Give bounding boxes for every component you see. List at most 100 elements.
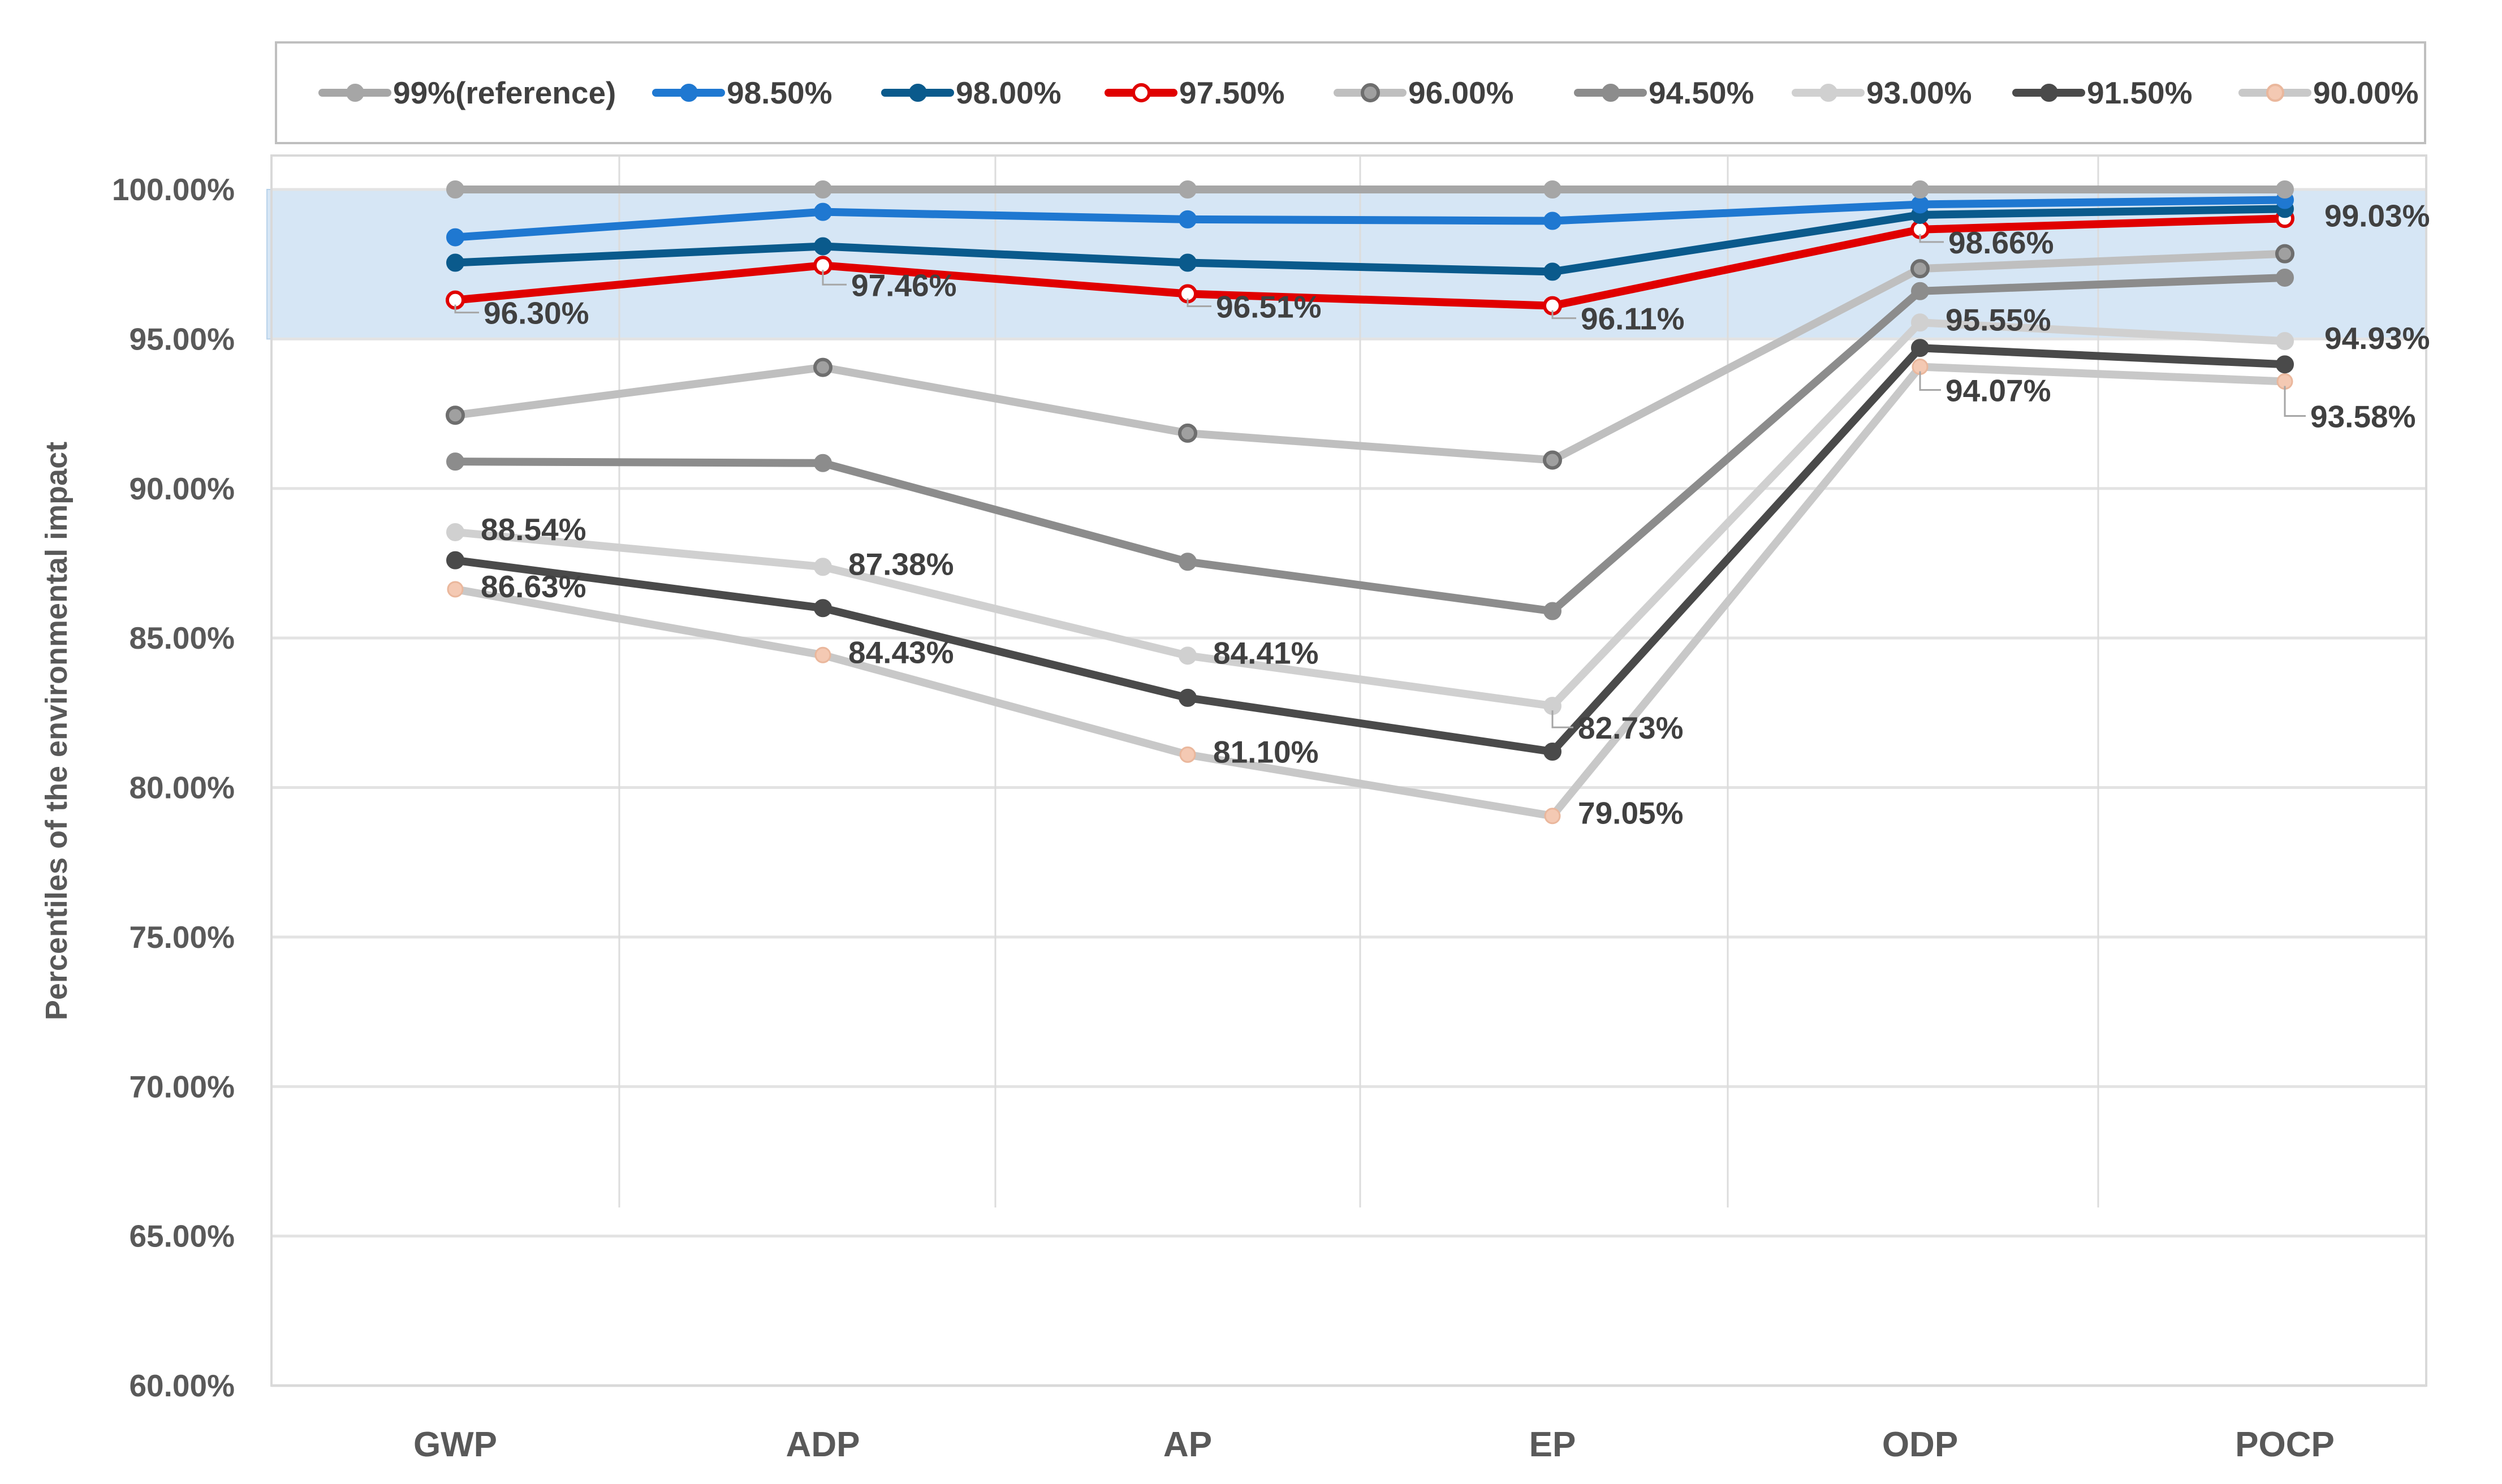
point-94-50-adp: [814, 454, 832, 472]
point-93-00-odp: [1911, 313, 1929, 332]
data-label-97-50-pocp: 99.03%: [2324, 198, 2430, 233]
y-tick-label-95-00: 95.00%: [129, 321, 235, 356]
leader-93-00-ep: [1551, 710, 1573, 728]
point-98-00-adp: [814, 237, 832, 256]
point-91-50-ap: [1179, 688, 1197, 707]
point-94-50-ap: [1179, 553, 1197, 571]
data-label-93-00-gwp: 88.54%: [481, 512, 586, 547]
point-96-00-odp: [1910, 259, 1930, 279]
point-93-00-adp: [814, 558, 832, 576]
legend-label-93-00: 93.00%: [1866, 75, 1972, 110]
series-line-90-00: [451, 363, 2289, 820]
legend-swatch-marker-98-50: [680, 84, 698, 102]
legend-item-91-50: 91.50%: [2012, 75, 2193, 110]
legend-swatch-marker-94-50: [1602, 84, 1620, 102]
data-label-90-00-adp: 84.43%: [848, 635, 954, 670]
x-tick-label-adp: ADP: [786, 1425, 860, 1464]
data-label-97-50-ap: 96.51%: [1216, 290, 1322, 325]
legend-item-98-50: 98.50%: [652, 75, 832, 110]
legend-label-97-50: 97.50%: [1179, 75, 1285, 110]
y-tick-label-80-00: 80.00%: [129, 770, 235, 805]
point-91-50-gwp: [446, 551, 464, 570]
point-98-50-odp: [1911, 195, 1929, 214]
legend-swatch-marker-96-00: [1361, 83, 1380, 102]
legend-swatch-marker-93-00: [1819, 84, 1837, 102]
series-98-00: [446, 200, 2294, 281]
y-tick-label-75-00: 75.00%: [129, 920, 235, 955]
legend-item-99-reference: 99%(reference): [318, 75, 616, 110]
series-96-00: [446, 244, 2294, 470]
leader-97-50-adp: [822, 270, 847, 286]
axes: 60.00% 65.00% 70.00% 75.00% 80.00% 85.00% 90.0…: [40, 154, 2427, 1464]
x-tick-label-ap: AP: [1163, 1425, 1212, 1464]
legend-item-97-50: 97.50%: [1105, 75, 1285, 110]
legend-label-96-00: 96.00%: [1408, 75, 1514, 110]
series-line-91-50: [451, 344, 2289, 756]
point-99-reference-adp: [814, 180, 832, 199]
legend-swatch-marker-98-00: [909, 84, 927, 102]
point-99-reference-pocp: [2276, 180, 2294, 199]
point-94-50-gwp: [446, 452, 464, 471]
point-98-00-gwp: [446, 253, 464, 272]
leader-97-50-odp: [1919, 234, 1944, 243]
data-label-90-00-ap: 81.10%: [1213, 734, 1319, 769]
point-96-00-adp: [813, 357, 832, 377]
legend-swatch-marker-99-reference: [346, 84, 364, 102]
point-98-50-ep: [1543, 212, 1561, 230]
x-tick-label-odp: ODP: [1882, 1425, 1958, 1464]
legend: 99%(reference) 98.50% 98.00% 97.50% 96.00% 94…: [275, 41, 2426, 144]
legend-item-90-00: 90.00%: [2238, 75, 2419, 110]
x-tick-label-pocp: POCP: [2235, 1425, 2335, 1464]
legend-item-96-00: 96.00%: [1334, 75, 1514, 110]
series-line-97-50: [451, 214, 2289, 310]
data-label-90-00-ep: 79.05%: [1578, 796, 1684, 831]
series-line-93-00: [451, 318, 2289, 710]
point-96-00-pocp: [2275, 244, 2294, 264]
point-93-00-gwp: [446, 523, 464, 541]
series-line-98-00: [451, 205, 2289, 276]
y-tick-label-90-00: 90.00%: [129, 471, 235, 506]
point-91-50-pocp: [2276, 355, 2294, 374]
legend-label-98-00: 98.00%: [956, 75, 1062, 110]
leader-90-00-odp: [1919, 371, 1941, 391]
legend-swatch-marker-97-50: [1132, 83, 1151, 102]
data-label-90-00-odp: 94.07%: [1945, 373, 2051, 408]
x-tick-label-ep: EP: [1529, 1425, 1576, 1464]
data-label-93-00-pocp: 94.93%: [2324, 321, 2430, 356]
series-90-00: [447, 359, 2293, 825]
data-label-90-00-gwp: 86.63%: [481, 569, 586, 604]
data-label-97-50-odp: 98.66%: [1948, 225, 2054, 260]
point-91-50-adp: [814, 599, 832, 618]
leader-97-50-ep: [1551, 310, 1576, 320]
y-axis-label: Percentiles of the environmental impact: [40, 442, 74, 1020]
y-tick-label-85-00: 85.00%: [129, 620, 235, 655]
series-94-50: [446, 268, 2294, 620]
y-tick-label-60-00: 60.00%: [129, 1368, 235, 1403]
data-label-90-00-pocp: 93.58%: [2310, 399, 2416, 434]
legend-label-94-50: 94.50%: [1649, 75, 1754, 110]
leader-97-50-gwp: [454, 304, 479, 314]
point-90-00-gwp: [447, 581, 464, 598]
point-96-00-gwp: [446, 405, 465, 425]
legend-label-90-00: 90.00%: [2313, 75, 2419, 110]
series-line-98-50: [451, 196, 2289, 241]
y-tick-label-100-00: 100.00%: [112, 172, 235, 207]
point-98-50-adp: [814, 202, 832, 221]
data-label-93-00-ap: 84.41%: [1213, 635, 1319, 670]
point-90-00-ap: [1179, 746, 1196, 763]
data-label-93-00-adp: 87.38%: [848, 546, 954, 581]
data-label-93-00-ep: 82.73%: [1578, 710, 1684, 745]
data-label-93-00-odp: 95.55%: [1945, 302, 2051, 337]
point-98-50-gwp: [446, 228, 464, 247]
data-label-97-50-adp: 97.46%: [851, 268, 957, 303]
point-90-00-adp: [814, 646, 831, 663]
point-90-00-ep: [1544, 808, 1561, 825]
point-99-reference-ep: [1543, 180, 1561, 199]
y-tick-label-65-00: 65.00%: [129, 1219, 235, 1254]
series-99-reference: [446, 180, 2294, 199]
point-98-00-ap: [1179, 253, 1197, 272]
x-tick-label-gwp: GWP: [413, 1425, 497, 1464]
series-line-96-00: [451, 249, 2289, 464]
series-91-50: [446, 339, 2294, 761]
